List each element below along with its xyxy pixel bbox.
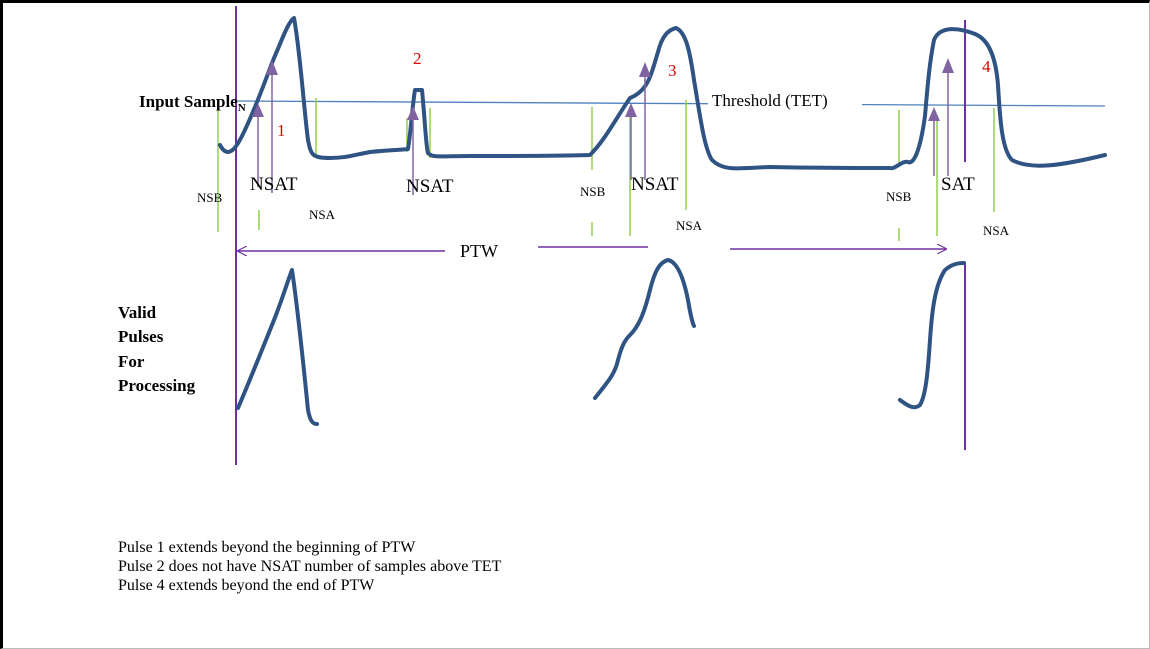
arrow-2-head: [407, 106, 419, 120]
note-1: Pulse 1 extends beyond the beginning of …: [118, 539, 416, 556]
nsb-label-3: NSB: [580, 184, 606, 199]
threshold-label-bg: [708, 89, 862, 111]
valid-pulse-3: [593, 258, 696, 400]
note-3: Pulse 4 extends beyond the end of PTW: [118, 577, 375, 594]
pulse-number-2: 2: [413, 49, 422, 68]
pulse-number-4: 4: [982, 57, 991, 76]
valid-pulses-line-4: Processing: [118, 376, 196, 395]
threshold-label: Threshold (TET): [712, 91, 828, 110]
green-markers: [217, 98, 995, 241]
nsa-label-1: NSA: [309, 207, 336, 222]
nsat-label-4: SAT: [941, 174, 975, 195]
arrow-1b-head: [266, 60, 278, 75]
nsb-label-4: NSB: [886, 189, 912, 204]
pulse-number-1: 1: [277, 121, 286, 140]
input-sample-label: Input SampleN: [139, 92, 246, 114]
nsa-label-4: NSA: [983, 223, 1010, 238]
nsb-label-1: NSB: [197, 190, 223, 205]
arrow-4b-head: [942, 58, 954, 73]
nsat-label-2: NSAT: [406, 176, 454, 197]
pulse-number-3: 3: [668, 61, 677, 80]
valid-pulses-line-3: For: [118, 352, 145, 371]
valid-pulses-line-2: Pulses: [118, 327, 164, 346]
valid-pulse-4: [898, 261, 966, 410]
arrow-3a-head: [625, 103, 637, 117]
nsat-label-3: NSAT: [631, 174, 679, 195]
sample-arrows: [252, 58, 954, 195]
note-2: Pulse 2 does not have NSAT number of sam…: [118, 558, 502, 575]
nsa-label-3: NSA: [676, 218, 703, 233]
input-signal-waveform: [218, 16, 1107, 171]
valid-pulses-line-1: Valid: [118, 303, 157, 322]
ptw-label: PTW: [460, 241, 498, 261]
valid-pulse-1: [236, 268, 319, 426]
arrow-4a-head: [928, 107, 940, 121]
arrow-1a-head: [252, 103, 264, 117]
notes-block: Pulse 1 extends beyond the beginning of …: [118, 538, 501, 595]
threshold-line: [236, 100, 1106, 107]
nsat-label-1: NSAT: [250, 174, 298, 195]
arrow-3b-head: [639, 62, 651, 77]
